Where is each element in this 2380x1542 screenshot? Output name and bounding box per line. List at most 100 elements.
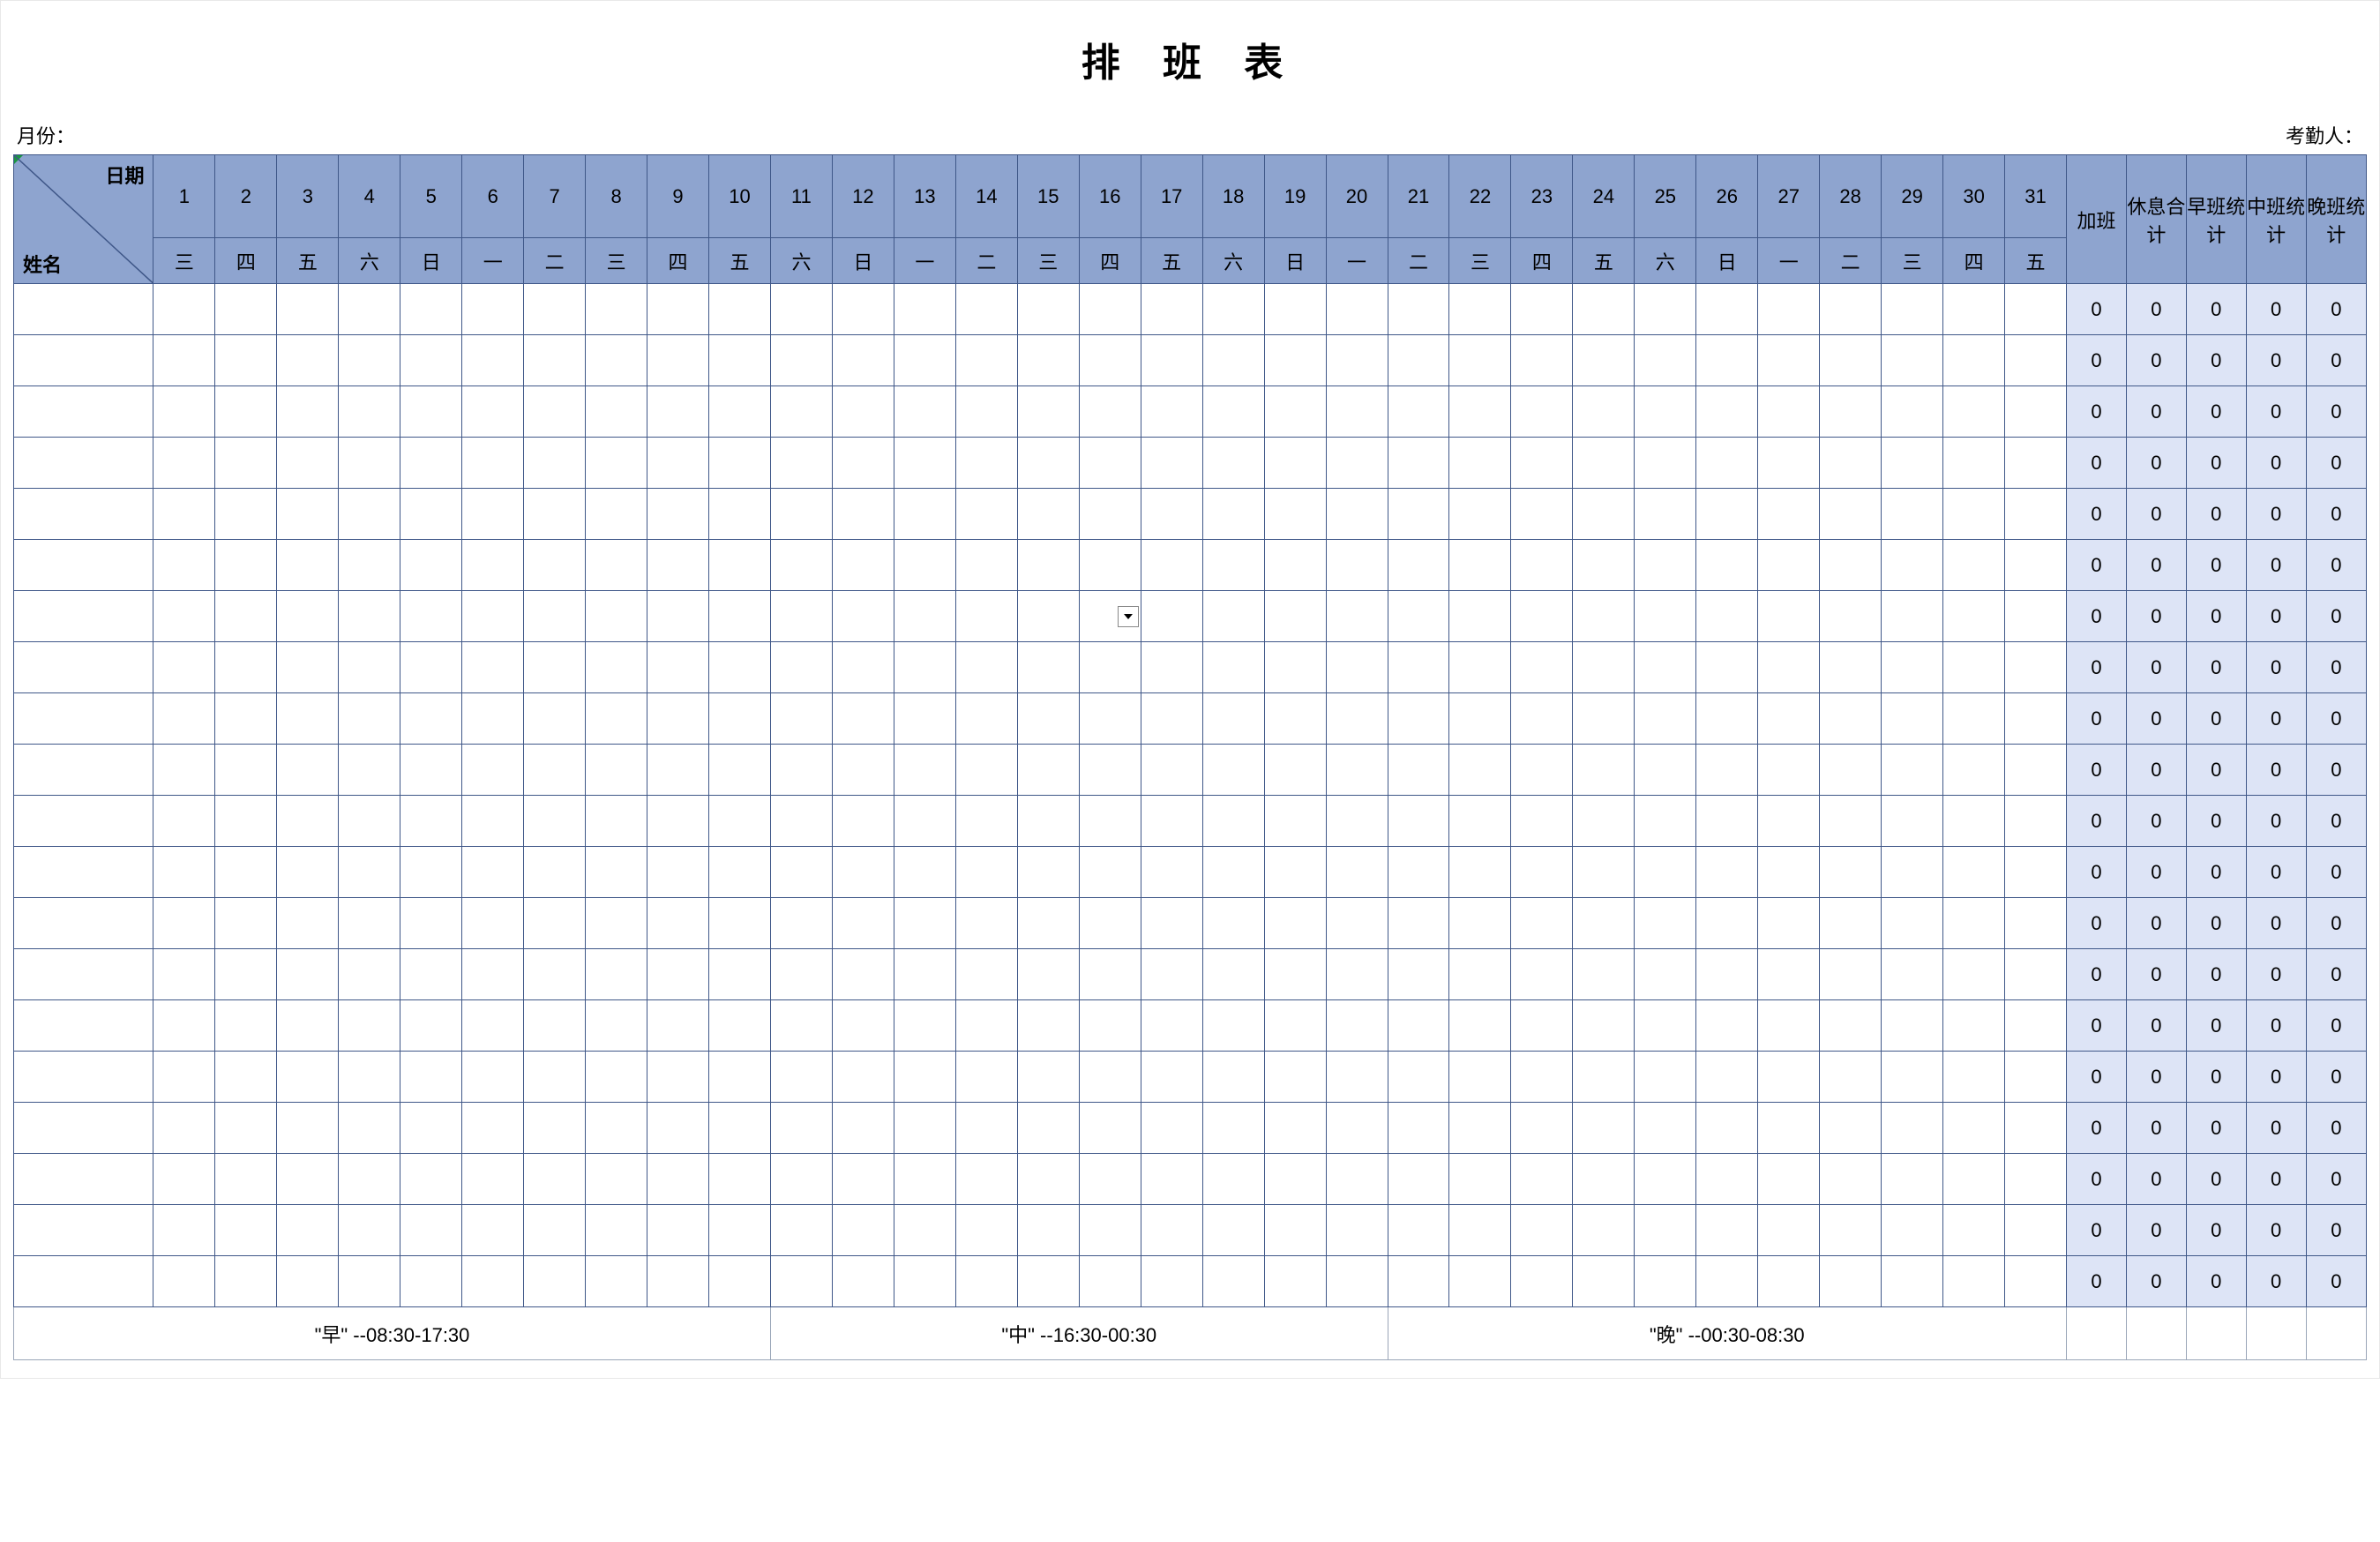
shift-cell[interactable] [709,949,771,1000]
shift-cell[interactable] [462,1205,524,1256]
shift-cell[interactable] [894,438,955,489]
shift-cell[interactable] [1326,1052,1388,1103]
shift-cell[interactable] [770,1000,832,1052]
shift-cell[interactable] [1820,693,1882,745]
shift-cell[interactable] [462,335,524,386]
shift-cell[interactable] [1511,591,1573,642]
shift-cell[interactable] [1696,591,1758,642]
shift-cell[interactable] [1943,745,2005,796]
shift-cell[interactable] [832,335,894,386]
shift-cell[interactable] [1202,438,1264,489]
shift-cell[interactable] [1758,1052,1820,1103]
shift-cell[interactable] [894,1154,955,1205]
shift-cell[interactable] [770,1103,832,1154]
shift-cell[interactable] [1820,438,1882,489]
shift-cell[interactable] [400,745,462,796]
shift-cell[interactable] [1635,335,1696,386]
shift-cell[interactable] [400,949,462,1000]
shift-cell[interactable] [770,745,832,796]
shift-cell[interactable] [832,949,894,1000]
shift-cell[interactable] [1079,745,1141,796]
shift-cell[interactable] [955,693,1017,745]
shift-cell[interactable] [1882,1000,1943,1052]
shift-cell[interactable] [462,284,524,335]
shift-cell[interactable] [1696,847,1758,898]
shift-cell[interactable] [770,591,832,642]
shift-cell[interactable] [2005,847,2067,898]
shift-cell[interactable] [1820,540,1882,591]
shift-cell[interactable] [1017,489,1079,540]
shift-cell[interactable] [277,1103,339,1154]
shift-cell[interactable] [1449,540,1511,591]
shift-cell[interactable] [770,489,832,540]
shift-cell[interactable] [1573,949,1635,1000]
shift-cell[interactable] [1635,386,1696,438]
shift-cell[interactable] [524,745,586,796]
shift-cell[interactable] [832,1000,894,1052]
shift-cell[interactable] [2005,1052,2067,1103]
shift-cell[interactable] [1079,386,1141,438]
shift-cell[interactable] [339,949,400,1000]
dropdown-button[interactable] [1118,606,1139,627]
shift-cell[interactable] [215,335,277,386]
shift-cell[interactable] [1635,898,1696,949]
shift-cell[interactable] [277,1205,339,1256]
shift-cell[interactable] [153,642,215,693]
shift-cell[interactable] [1202,1154,1264,1205]
shift-cell[interactable] [955,745,1017,796]
shift-cell[interactable] [955,1052,1017,1103]
shift-cell[interactable] [1141,284,1202,335]
shift-cell[interactable] [1202,591,1264,642]
shift-cell[interactable] [1141,1256,1202,1307]
shift-cell[interactable] [277,1000,339,1052]
shift-cell[interactable] [1141,489,1202,540]
shift-cell[interactable] [770,1052,832,1103]
name-cell[interactable] [14,284,153,335]
shift-cell[interactable] [1388,1205,1449,1256]
shift-cell[interactable] [832,284,894,335]
shift-cell[interactable] [215,1205,277,1256]
shift-cell[interactable] [832,1154,894,1205]
shift-cell[interactable] [1511,489,1573,540]
shift-cell[interactable] [955,1205,1017,1256]
shift-cell[interactable] [955,284,1017,335]
shift-cell[interactable] [339,1103,400,1154]
shift-cell[interactable] [647,591,709,642]
shift-cell[interactable] [894,847,955,898]
shift-cell[interactable] [215,386,277,438]
shift-cell[interactable] [1573,438,1635,489]
shift-cell[interactable] [1141,1000,1202,1052]
shift-cell[interactable] [1264,898,1326,949]
shift-cell[interactable] [277,335,339,386]
shift-cell[interactable] [647,284,709,335]
shift-cell[interactable] [400,438,462,489]
shift-cell[interactable] [1079,1000,1141,1052]
shift-cell[interactable] [1573,745,1635,796]
shift-cell[interactable] [1326,898,1388,949]
shift-cell[interactable] [709,386,771,438]
shift-cell[interactable] [1141,847,1202,898]
shift-cell[interactable] [1388,335,1449,386]
shift-cell[interactable] [1202,1000,1264,1052]
name-cell[interactable] [14,335,153,386]
shift-cell[interactable] [647,745,709,796]
shift-cell[interactable] [647,1256,709,1307]
shift-cell[interactable] [1573,1052,1635,1103]
shift-cell[interactable] [1573,642,1635,693]
shift-cell[interactable] [647,1205,709,1256]
shift-cell[interactable] [1943,642,2005,693]
shift-cell[interactable] [1141,591,1202,642]
shift-cell[interactable] [1202,796,1264,847]
shift-cell[interactable] [955,489,1017,540]
name-cell[interactable] [14,642,153,693]
shift-cell[interactable] [1141,335,1202,386]
shift-cell[interactable] [1388,796,1449,847]
shift-cell[interactable] [832,693,894,745]
shift-cell[interactable] [339,489,400,540]
shift-cell[interactable] [1696,693,1758,745]
shift-cell[interactable] [832,847,894,898]
shift-cell[interactable] [462,1103,524,1154]
shift-cell[interactable] [1326,949,1388,1000]
shift-cell[interactable] [709,1256,771,1307]
shift-cell[interactable] [1696,1103,1758,1154]
